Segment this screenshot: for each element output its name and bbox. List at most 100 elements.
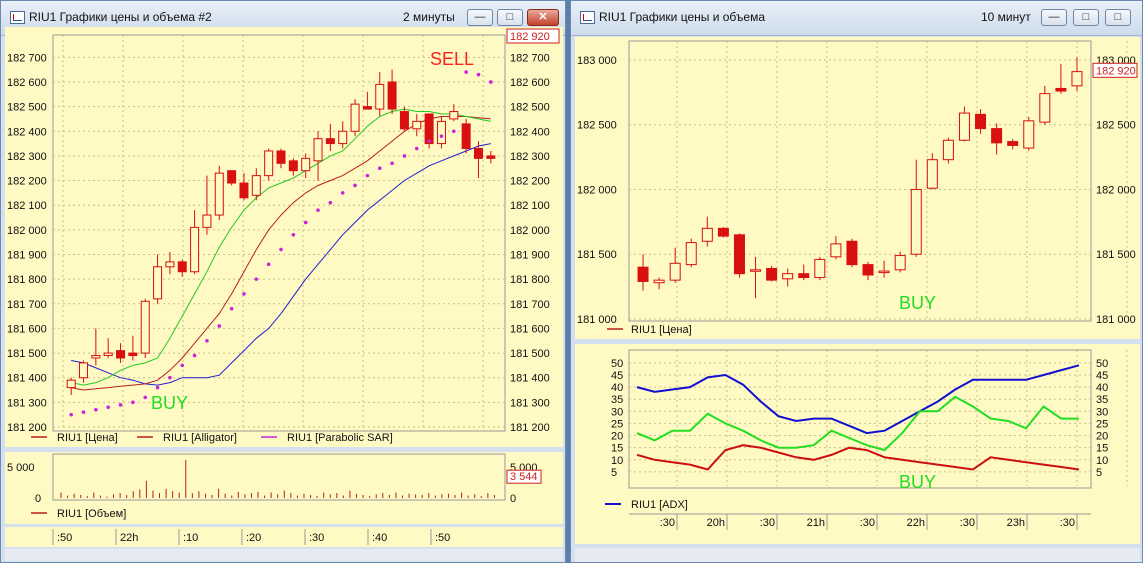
price-tick-label-right: 182 000 xyxy=(510,225,550,237)
candle-body xyxy=(288,160,298,172)
left-scrollbar[interactable] xyxy=(5,549,563,561)
candle-body xyxy=(375,83,385,110)
buy-label: BUY xyxy=(899,472,936,492)
candle-body xyxy=(412,120,422,130)
right-titlebar[interactable]: RIU1 Графики цены и объема 10 минут — □ … xyxy=(571,1,1142,36)
time-tick-label: 22h xyxy=(120,532,138,544)
price-tick-label: 182 700 xyxy=(7,52,47,64)
adx-tick-label-right: 40 xyxy=(1096,382,1108,394)
adx-tick-label-right: 50 xyxy=(1096,358,1108,370)
sar-dot xyxy=(131,400,135,405)
right-price-pane[interactable]: 183 000 183 000 182 500 182 500 182 000 182 0… xyxy=(575,37,1140,339)
time-tick-label: 20h xyxy=(707,517,725,529)
minimize-button[interactable]: — xyxy=(1041,9,1067,26)
right-adx-pane[interactable]: 50 50 45 45 40 40 35 35 30 30 25 25 20 20 15 15 10 10 5 5 BU… xyxy=(575,344,1140,544)
adx-tick-label: 25 xyxy=(611,418,623,430)
candle-body xyxy=(128,352,138,357)
price-tick-label-right: 181 600 xyxy=(510,323,550,335)
candle-body xyxy=(338,130,348,145)
alligator-jaw-line xyxy=(71,143,491,386)
price-tick-label: 182 000 xyxy=(577,184,617,196)
candle-body xyxy=(66,379,76,389)
time-tick-label: :30 xyxy=(309,532,324,544)
candle-body xyxy=(717,227,729,237)
candle-body xyxy=(910,188,922,255)
sar-dot xyxy=(168,375,172,380)
plot-frame xyxy=(628,40,1092,322)
price-tick-label: 181 500 xyxy=(7,348,47,360)
candle-body xyxy=(1039,93,1051,123)
volume-last-label: 3 544 xyxy=(510,471,538,483)
restore-button[interactable]: □ xyxy=(1105,9,1131,26)
close-button[interactable]: ✕ xyxy=(527,9,559,26)
sar-dot xyxy=(377,166,382,171)
candle-body xyxy=(1071,71,1083,87)
chart-app-icon xyxy=(580,11,595,24)
left-chart-window[interactable]: RIU1 Графики цены и объема #2 2 минуты —… xyxy=(0,0,566,563)
price-tick-label: 181 600 xyxy=(7,323,47,335)
right-chart-window[interactable]: RIU1 Графики цены и объема 10 минут — □ … xyxy=(570,0,1143,563)
sar-dot xyxy=(476,72,481,77)
candle-body xyxy=(814,258,826,279)
maximize-button[interactable]: □ xyxy=(1073,9,1099,26)
time-tick-label: :50 xyxy=(435,532,450,544)
candle-body xyxy=(1055,87,1067,92)
candle-body xyxy=(214,172,224,216)
candle-body xyxy=(424,113,434,145)
last-price-box xyxy=(1092,62,1138,78)
candle-body xyxy=(1007,141,1019,146)
adx-tick-label-right: 30 xyxy=(1096,406,1108,418)
candle-body xyxy=(116,350,126,359)
sar-dot xyxy=(452,129,456,134)
candle-body xyxy=(79,362,89,379)
adx-tick-label-right: 20 xyxy=(1096,431,1108,443)
price-tick-label-right: 182 600 xyxy=(510,77,550,89)
sar-dot xyxy=(94,407,98,412)
buy-label: BUY xyxy=(151,393,188,413)
price-tick-label: 182 500 xyxy=(7,102,47,114)
right-scrollbar[interactable] xyxy=(575,548,1140,562)
candle-body xyxy=(473,148,483,159)
sar-dot xyxy=(303,220,308,225)
price-tick-label-right: 181 700 xyxy=(510,299,550,311)
price-tick-label: 182 300 xyxy=(7,151,47,163)
candle-body xyxy=(190,226,200,273)
time-tick-label: :30 xyxy=(760,517,775,529)
left-window-title: RIU1 Графики цены и объема #2 xyxy=(29,10,212,24)
price-tick-label: 182 000 xyxy=(7,225,47,237)
candle-body xyxy=(1023,120,1035,149)
minimize-button[interactable]: — xyxy=(467,9,493,26)
price-tick-label: 181 300 xyxy=(7,397,47,409)
candle-body xyxy=(251,175,261,196)
price-tick-label-right: 183 000 xyxy=(1096,55,1136,67)
maximize-button[interactable]: □ xyxy=(497,9,523,26)
time-tick-label: 23h xyxy=(1007,517,1025,529)
left-volume-pane[interactable]: 5 000 0 5 000 0 3 544 RIU1 [Объем] xyxy=(5,452,563,524)
price-tick-label: 182 500 xyxy=(577,120,617,132)
price-tick-label-right: 182 100 xyxy=(510,200,550,212)
sar-dot xyxy=(266,262,271,267)
alligator-lips-line xyxy=(71,108,491,386)
price-tick-label-right: 181 500 xyxy=(510,348,550,360)
sar-dot xyxy=(205,338,209,343)
right-price-chart[interactable]: 183 000 183 000 182 500 182 500 182 000 182 0… xyxy=(575,37,1140,339)
sar-dot xyxy=(279,247,283,252)
adx-tick-label: 45 xyxy=(611,370,623,382)
candle-body xyxy=(653,279,665,284)
sar-dot xyxy=(118,403,123,407)
candle-body xyxy=(782,273,794,280)
candle-body xyxy=(701,227,713,242)
candle-body xyxy=(276,150,286,164)
sar-dot xyxy=(390,161,394,166)
sar-dot xyxy=(328,200,333,205)
price-tick-label: 182 400 xyxy=(7,126,47,138)
left-price-pane[interactable]: 182 700 182 700 182 600 182 600 182 500 182 5… xyxy=(5,27,563,447)
sar-dot xyxy=(291,232,296,237)
price-tick-label-right: 182 000 xyxy=(1096,184,1136,196)
legend-label: RIU1 [Alligator] xyxy=(163,432,237,444)
candle-body xyxy=(325,138,335,145)
left-price-chart[interactable]: 182 700 182 700 182 600 182 600 182 500 182 5… xyxy=(5,27,563,447)
sar-dot xyxy=(365,173,370,178)
